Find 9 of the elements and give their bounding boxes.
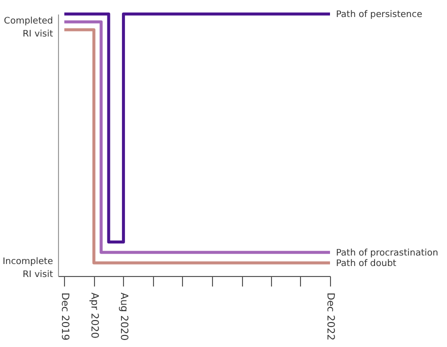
series-label: Path of persistence	[336, 10, 423, 20]
x-tick-label: Dec 2022	[324, 292, 336, 340]
series-label: Path of doubt	[336, 258, 397, 269]
text: Incomplete RI visit	[2, 257, 54, 280]
x-tick-label: Aug 2020	[118, 292, 129, 341]
text: Completed RI visit	[4, 16, 54, 40]
x-tick-label: Apr 2020	[88, 292, 100, 338]
series-label: Path of procrastination	[336, 248, 438, 258]
x-tick-label: Dec 2019	[58, 292, 70, 340]
